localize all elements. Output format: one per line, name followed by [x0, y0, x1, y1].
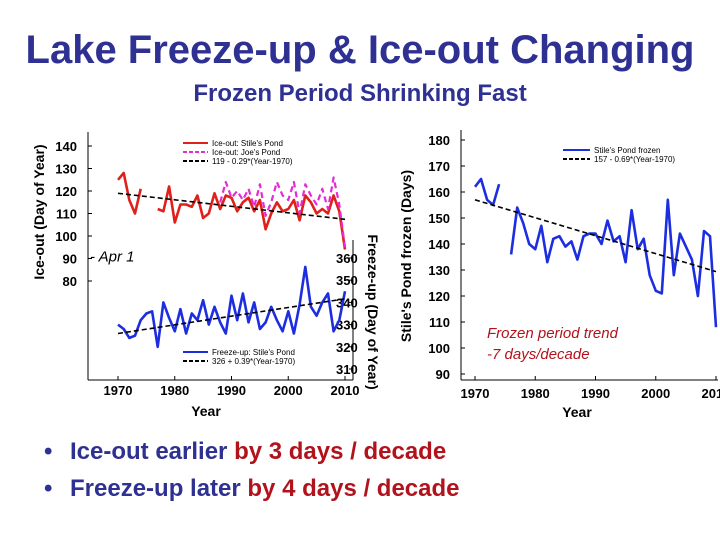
left-tick-label: 100	[55, 229, 77, 244]
bullet-highlight: by 4 days / decade	[247, 475, 460, 502]
apr-1-annotation: - Apr 1	[90, 248, 134, 265]
bullet-list: • Ice-out earlier by 3 days / decade • Fre…	[44, 438, 460, 512]
x-tick-label: 1990	[217, 383, 246, 398]
bullet-marker: •	[44, 475, 53, 502]
legend-label: Freeze-up: Stile's Pond	[212, 348, 295, 357]
left-tick-label: 130	[55, 162, 77, 177]
y-tick-label: 170	[428, 159, 450, 174]
y-tick-label: 140	[428, 237, 450, 252]
bullet-highlight: by 3 days / decade	[234, 438, 447, 465]
y-tick-label: 180	[428, 133, 450, 148]
trend-annotation-line1: Frozen period trend	[487, 325, 619, 342]
page-title: Lake Freeze-up & Ice-out Changing	[25, 28, 695, 72]
series-line	[219, 176, 347, 248]
series-line	[117, 265, 347, 349]
legend-label: 326 + 0.39*(Year-1970)	[212, 357, 295, 366]
x-axis-title: Year	[191, 403, 221, 419]
y-tick-label: 100	[428, 341, 450, 356]
x-tick-label: 2000	[274, 383, 303, 398]
trend-line	[474, 199, 717, 273]
series-line	[473, 177, 718, 328]
y-tick-label: 120	[428, 289, 450, 304]
left-tick-label: 90	[63, 252, 77, 267]
legend-label: 119 - 0.29*(Year-1970)	[212, 157, 293, 166]
series-line	[117, 171, 347, 250]
right-tick-label: 320	[336, 340, 358, 355]
trend-line	[117, 298, 346, 335]
legend-label: 157 - 0.69*(Year-1970)	[594, 155, 675, 164]
left-tick-label: 120	[55, 184, 77, 199]
left-tick-label: 110	[56, 207, 77, 222]
x-tick-label: 1980	[521, 386, 550, 401]
x-tick-label: 1970	[461, 386, 490, 401]
bullet-marker: •	[44, 438, 53, 465]
legend-label: Ice-out: Joe's Pond	[212, 148, 280, 157]
subtitle-text: Frozen Period Shrinking Fast	[193, 80, 527, 107]
right-tick-label: 350	[336, 273, 358, 288]
y-axis-title: Stile's Pond frozen (Days)	[398, 170, 414, 342]
y-tick-label: 90	[436, 367, 450, 382]
left-axis-title: Ice-out (Day of Year)	[31, 144, 47, 279]
bullet-freeze-up: • Freeze-up later by 4 days / decade	[44, 475, 460, 512]
right-tick-label: 360	[336, 251, 358, 266]
right-tick-label: 310	[336, 362, 358, 377]
y-tick-label: 110	[429, 315, 450, 330]
x-axis-title: Year	[562, 404, 592, 420]
legend-label: Stile's Pond frozen	[594, 146, 660, 155]
x-tick-label: 2010	[702, 386, 720, 401]
right-tick-label: 330	[336, 318, 358, 333]
x-tick-label: 1970	[104, 383, 133, 398]
trend-line	[117, 192, 346, 221]
bullet-text: Freeze-up later	[70, 475, 248, 502]
page-subtitle: Frozen Period Shrinking Fast	[0, 80, 720, 108]
legend-label: Ice-out: Stile's Pond	[212, 139, 283, 148]
x-tick-label: 2000	[641, 386, 670, 401]
x-tick-label: 2010	[331, 383, 360, 398]
y-tick-label: 130	[428, 263, 450, 278]
right-tick-label: 340	[336, 295, 358, 310]
right-axis-title: Freeze-up (Day of Year)	[365, 234, 381, 389]
bullet-text: Ice-out earlier	[70, 438, 235, 465]
y-tick-label: 150	[428, 211, 450, 226]
x-tick-label: 1990	[581, 386, 610, 401]
x-tick-label: 1980	[160, 383, 189, 398]
trend-annotation-line2: -7 days/decade	[487, 346, 590, 363]
left-tick-label: 80	[63, 274, 77, 289]
left-tick-label: 140	[55, 139, 77, 154]
y-tick-label: 160	[428, 185, 450, 200]
bullet-ice-out: • Ice-out earlier by 3 days / decade	[44, 438, 460, 475]
